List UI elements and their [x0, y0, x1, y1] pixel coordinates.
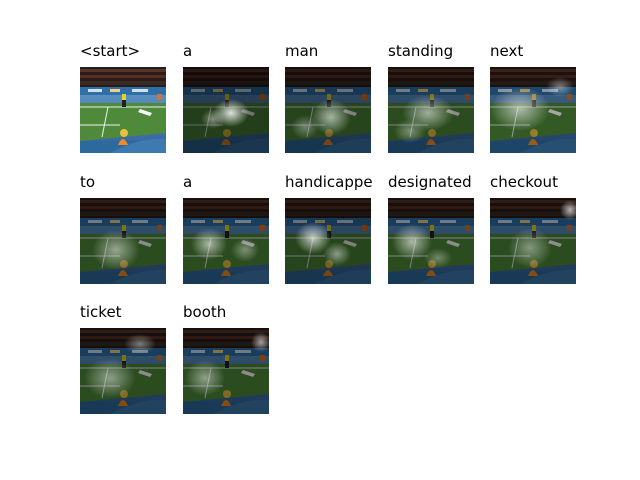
caption-word: handicappe [285, 173, 373, 191]
attention-image [490, 198, 576, 284]
attention-image [183, 67, 269, 153]
caption-word: man [285, 42, 319, 60]
caption-word: a [183, 173, 193, 191]
caption-word: ticket [80, 303, 122, 321]
caption-word: a [183, 42, 193, 60]
attention-image [80, 198, 166, 284]
attention-image [285, 67, 371, 153]
caption-word: to [80, 173, 96, 191]
attention-image [80, 328, 166, 414]
caption-word: standing [388, 42, 454, 60]
attention-image [285, 198, 371, 284]
caption-word: designated [388, 173, 472, 191]
caption-word: booth [183, 303, 227, 321]
attention-image [388, 198, 474, 284]
attention-image [183, 198, 269, 284]
caption-word: next [490, 42, 524, 60]
attention-image [80, 67, 166, 153]
attention-image [183, 328, 269, 414]
caption-word: checkout [490, 173, 558, 191]
attention-image [490, 67, 576, 153]
caption-word: <start> [80, 42, 141, 60]
attention-image [388, 67, 474, 153]
